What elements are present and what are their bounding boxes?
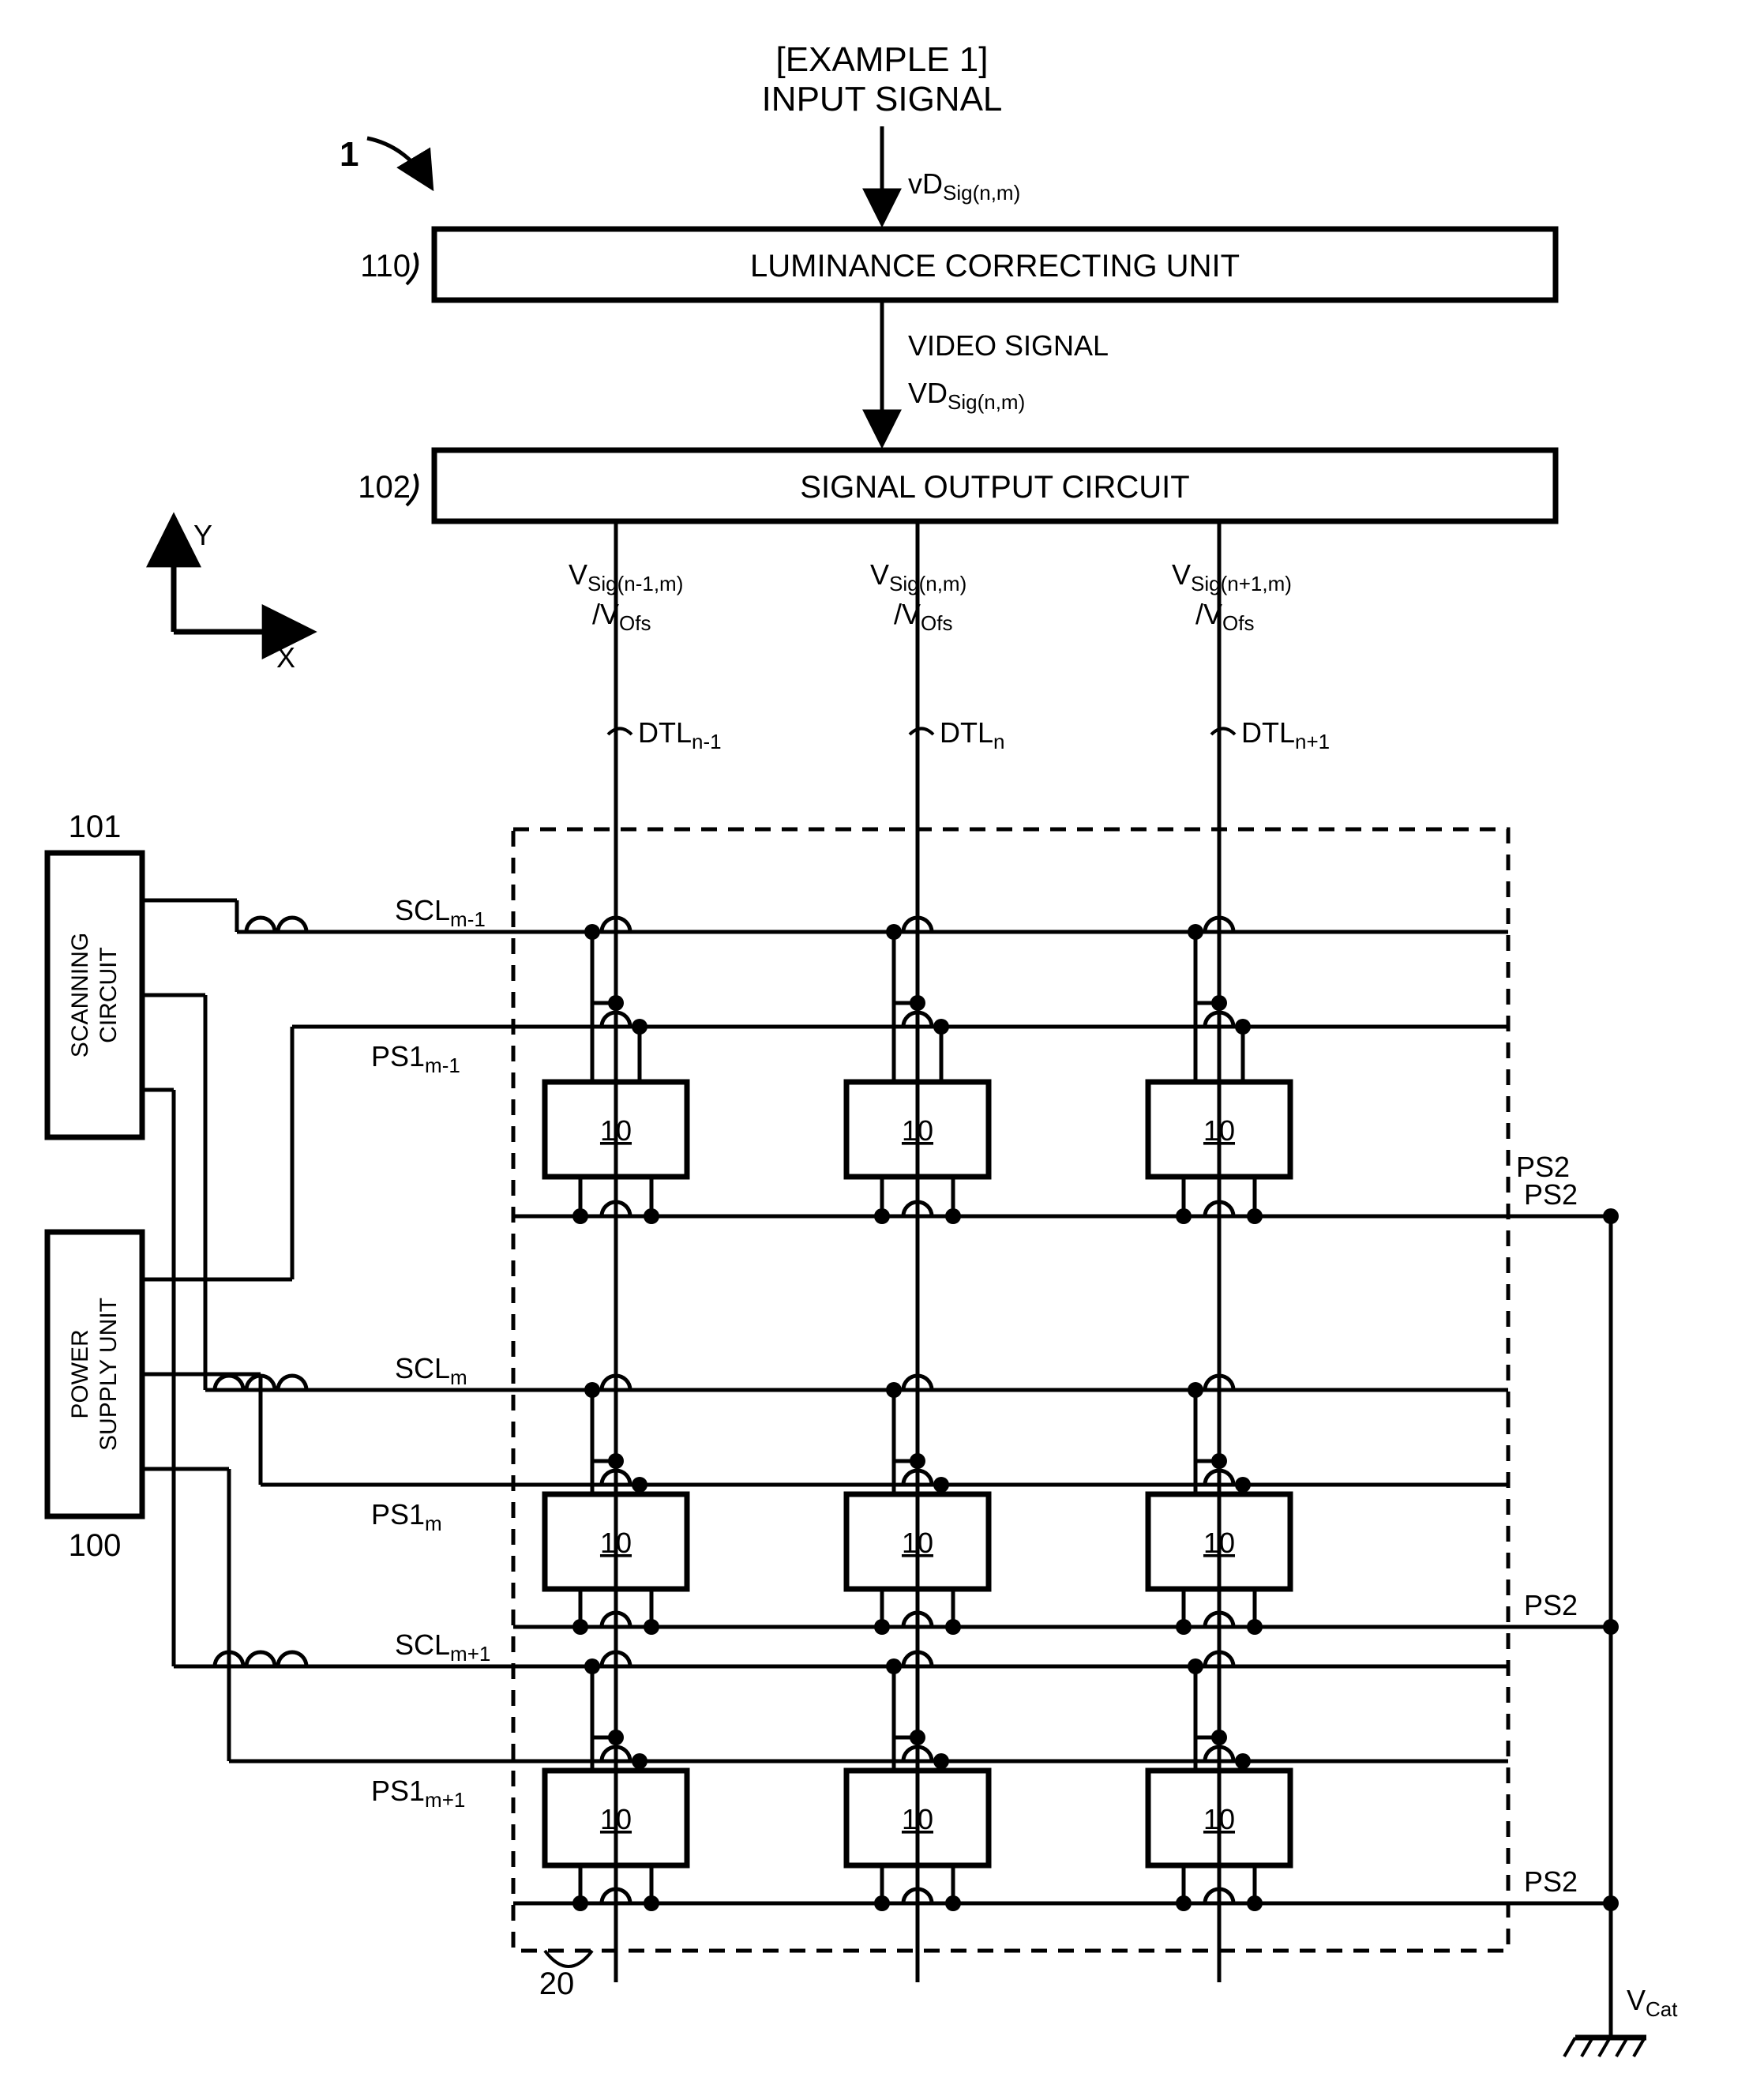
ps2-label: PS2: [1524, 1865, 1578, 1898]
signal-output-text: SIGNAL OUTPUT CIRCUIT: [800, 470, 1189, 505]
vofs-label: /VOfs: [1195, 598, 1254, 635]
dtl-label: DTLn+1: [1241, 716, 1330, 753]
ps2-label: PS2: [1524, 1178, 1578, 1211]
vsig-label: VSig(n+1,m): [1172, 558, 1292, 595]
power-supply-block: [47, 1232, 142, 1516]
scl-label: SCLm-1: [395, 894, 486, 931]
input-signal-symbol: vDSig(n,m): [908, 167, 1020, 205]
pixel-label: 10: [600, 1803, 632, 1835]
y-axis-label: Y: [193, 519, 212, 551]
pixel-label: 10: [600, 1527, 632, 1559]
pixel-label: 10: [1203, 1527, 1235, 1559]
power-ref: 100: [69, 1528, 122, 1563]
ps1-label: PS1m-1: [371, 1040, 460, 1077]
pixel-label: 10: [1203, 1114, 1235, 1147]
figure-ref: 1: [340, 135, 358, 174]
ps2-label: PS2: [1524, 1589, 1578, 1621]
circuit-diagram: [EXAMPLE 1]INPUT SIGNAL 1 vDSig(n,m) LUMINA…: [0, 0, 1764, 2096]
signal-output-ref: 102: [358, 470, 411, 505]
vsig-label: VSig(n-1,m): [569, 558, 683, 595]
pixel-label: 10: [1203, 1803, 1235, 1835]
pixel-label: 10: [902, 1527, 933, 1559]
luminance-block-ref: 110: [360, 249, 411, 284]
vofs-label: /VOfs: [894, 598, 952, 635]
scanning-circuit-block: [47, 853, 142, 1137]
video-signal-label: VIDEO SIGNAL: [908, 329, 1109, 362]
scl-label: SCLm+1: [395, 1628, 490, 1666]
ps1-label: PS1m+1: [371, 1775, 465, 1812]
scl-label: SCLm: [395, 1352, 467, 1389]
scanning-ref: 101: [69, 809, 122, 844]
array-ref: 20: [539, 1966, 575, 2001]
vofs-label: /VOfs: [592, 598, 651, 635]
pixel-label: 10: [600, 1114, 632, 1147]
pixel-label: 10: [902, 1803, 933, 1835]
example-label: [EXAMPLE 1]: [775, 40, 988, 79]
power-supply-text: POWERSUPPLY UNIT: [67, 1298, 122, 1451]
dtl-label: DTLn: [940, 716, 1004, 753]
dtl-label: DTLn-1: [638, 716, 722, 753]
x-axis-label: X: [276, 641, 295, 674]
scanning-circuit-text: SCANNINGCIRCUIT: [67, 933, 122, 1057]
pixel-label: 10: [902, 1114, 933, 1147]
figure-ref-arrow: [367, 138, 430, 186]
ps1-label: PS1m: [371, 1498, 442, 1535]
input-signal-label: INPUT SIGNAL: [762, 80, 1003, 118]
vcat-label: VCat: [1627, 1984, 1678, 2021]
video-signal-symbol: VDSig(n,m): [908, 377, 1025, 414]
luminance-block-text: LUMINANCE CORRECTING UNIT: [750, 249, 1240, 284]
